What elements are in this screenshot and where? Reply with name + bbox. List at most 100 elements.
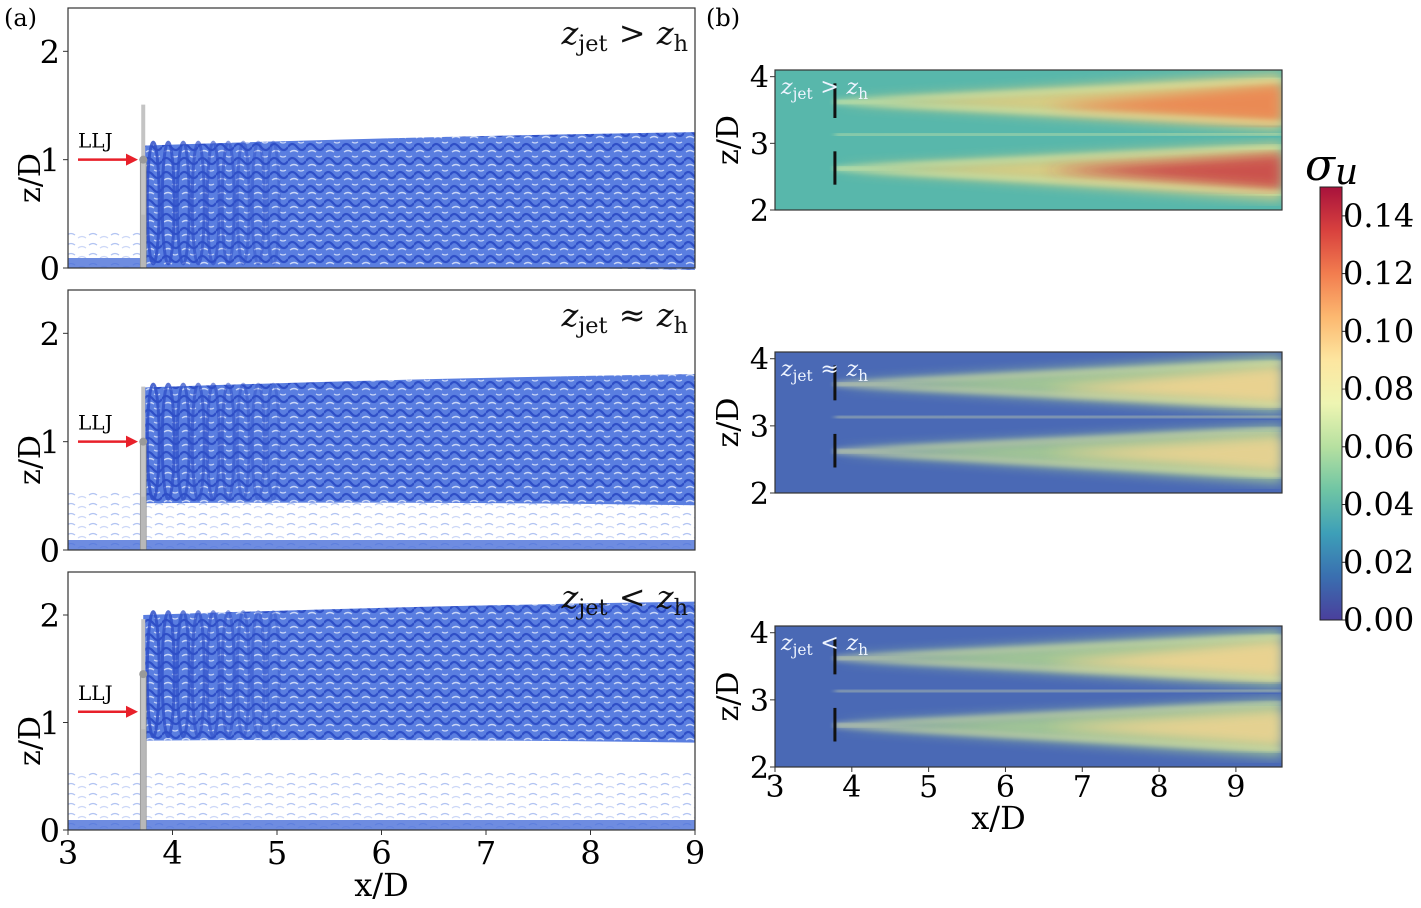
colorbar: 0.14 0.12 0.10 0.08 0.06 0.04 0.02 0.00 σu [1305, 140, 1414, 639]
ground-layer [68, 820, 695, 830]
x-axis-label: x/D [971, 799, 1025, 837]
llj-arrow-head [126, 435, 138, 448]
tip-vortex [265, 382, 281, 501]
y-tick-label: 4 [750, 61, 769, 96]
colorbar-tick-label: 0.10 [1343, 312, 1414, 350]
shear-layer [834, 132, 1282, 137]
y-tick-label: 2 [40, 33, 60, 71]
x-tick-label: 5 [267, 834, 287, 872]
llj-arrow-head [126, 705, 138, 718]
colorbar-tick-label: 0.14 [1343, 197, 1414, 235]
shear-layer [834, 78, 1282, 104]
tip-vortex [175, 610, 191, 739]
upper-wake [834, 629, 1282, 687]
case-label: zjet > zh [560, 14, 688, 57]
upper-wake [834, 73, 1282, 130]
x-axis-label: x/D [354, 866, 408, 904]
tip-vortex [235, 140, 251, 266]
tip-vortex [250, 140, 266, 266]
tip-vortex [265, 140, 281, 266]
panel-a-label: (a) [4, 4, 37, 32]
tip-vortex [160, 382, 176, 501]
y-axis-label: z/D [711, 672, 746, 722]
shear-layer [834, 634, 1282, 660]
colorbar-tick-label: 0.12 [1343, 255, 1414, 293]
shear-layer [834, 701, 1282, 727]
panel-a-plot-3: LLJ zjet < zh 0 1 2 z/D 3 4 5 6 7 8 9 x/D [13, 571, 705, 904]
turbine-hub [139, 670, 148, 679]
case-label: zjet < zh [560, 578, 688, 621]
shear-layer [834, 656, 1282, 681]
y-axis-label: z/D [13, 153, 48, 203]
case-label: zjet ≈ zh [560, 296, 688, 339]
tip-vortex [175, 140, 191, 266]
colorbar-tick-label: 0.04 [1343, 486, 1414, 524]
y-tick-label: 2 [750, 477, 769, 512]
shear-layer [834, 360, 1282, 386]
shear-layer [834, 167, 1282, 195]
tip-vortex [190, 610, 206, 739]
colorbar-label: σu [1305, 140, 1358, 193]
shear-layer [834, 688, 1282, 694]
tip-vortex [220, 610, 236, 739]
x-tick-label: 6 [371, 834, 391, 872]
y-tick-label: 2 [40, 597, 60, 635]
case-label: zjet < zh [780, 631, 868, 659]
upper-wake-core [1043, 639, 1282, 680]
panel-b-plot-2: zjet ≈ zh 2 3 4z/D [711, 343, 1283, 512]
x-tick-label: 6 [996, 770, 1015, 805]
x-tick-label: 8 [580, 834, 600, 872]
tip-vortex [160, 610, 176, 739]
x-tick-label: 7 [476, 834, 496, 872]
panel-a-plot-1: LLJ zjet > zh 0 1 2 z/D [13, 7, 696, 288]
llj-label: LLJ [78, 129, 113, 153]
colorbar-tick-label: 0.06 [1343, 428, 1414, 466]
upper-wake-core [1043, 83, 1282, 124]
shear-layer [834, 724, 1282, 752]
tip-vortex [205, 610, 221, 739]
x-tick-label: 7 [1073, 770, 1092, 805]
y-tick-label: 3 [750, 410, 769, 445]
x-tick-label: 4 [842, 770, 861, 805]
turbine-hub [139, 437, 148, 446]
x-tick-label: 3 [58, 834, 78, 872]
llj-arrow-head [126, 153, 138, 166]
y-tick-label: 1 [40, 705, 60, 743]
wake-region [143, 374, 696, 506]
turbine-hub [139, 155, 148, 164]
tip-vortex [235, 382, 251, 501]
lower-wake-core [1043, 435, 1282, 473]
panel-a-plot-2: LLJ zjet ≈ zh 0 1 2 z/D [13, 289, 696, 570]
llj-label: LLJ [78, 411, 113, 435]
tip-vortex [160, 140, 176, 266]
colorbar-tick-label: 0.00 [1343, 601, 1414, 639]
shear-layer [834, 427, 1282, 453]
upper-wake-core [1043, 365, 1282, 406]
tip-vortex [205, 140, 221, 266]
lower-wake [834, 425, 1282, 483]
tip-vortex [250, 610, 266, 739]
shear-layer [834, 414, 1282, 420]
wake-region [143, 601, 696, 743]
y-tick-label: 4 [750, 617, 769, 652]
x-tick-label: 9 [1226, 770, 1245, 805]
y-tick-label: 2 [750, 194, 769, 229]
y-tick-label: 2 [40, 315, 60, 353]
y-tick-label: 0 [40, 812, 60, 850]
shear-layer [834, 100, 1282, 125]
plot-frame [774, 351, 1283, 494]
tip-vortex [250, 382, 266, 501]
tip-vortex [190, 382, 206, 501]
tip-vortex [190, 140, 206, 266]
tip-vortex [175, 382, 191, 501]
y-tick-label: 4 [750, 343, 769, 378]
plot-frame [67, 7, 696, 269]
y-tick-label: 0 [40, 532, 60, 570]
shear-layer [834, 382, 1282, 407]
y-tick-label: 3 [750, 684, 769, 719]
lower-wake [834, 143, 1282, 200]
y-tick-label: 2 [750, 751, 769, 786]
case-label: zjet ≈ zh [780, 357, 868, 385]
ground-layer [68, 540, 695, 550]
